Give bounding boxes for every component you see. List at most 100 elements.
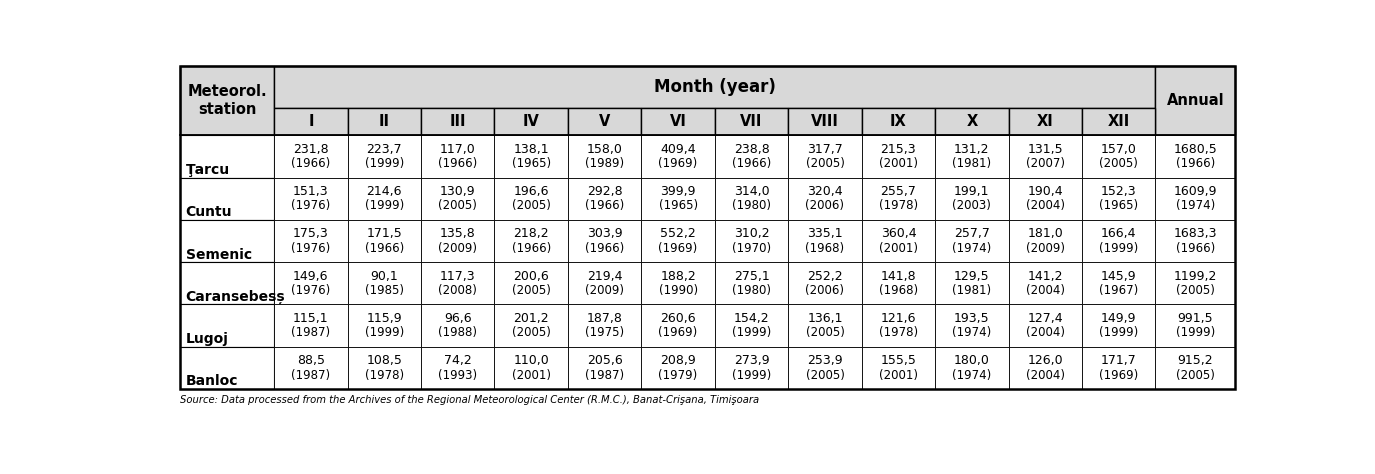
- Text: (1993): (1993): [439, 369, 477, 382]
- Text: 223,7: 223,7: [367, 143, 401, 156]
- Bar: [862, 347, 935, 389]
- Text: 141,8: 141,8: [880, 270, 916, 283]
- Bar: [715, 136, 788, 178]
- Text: 96,6: 96,6: [444, 312, 472, 325]
- Text: (1965): (1965): [1099, 200, 1138, 212]
- Text: I: I: [308, 114, 314, 129]
- Bar: [1082, 304, 1155, 347]
- Text: 127,4: 127,4: [1027, 312, 1063, 325]
- Text: (1969): (1969): [659, 242, 697, 255]
- Text: Meteorol.
station: Meteorol. station: [187, 84, 267, 117]
- Bar: [421, 136, 495, 178]
- Text: 205,6: 205,6: [587, 354, 623, 367]
- Bar: [180, 178, 274, 220]
- Bar: [862, 108, 935, 136]
- Text: (1981): (1981): [953, 284, 991, 297]
- Bar: [715, 108, 788, 136]
- Bar: [568, 220, 641, 262]
- Bar: [348, 136, 421, 178]
- Text: (1968): (1968): [879, 284, 918, 297]
- Bar: [274, 347, 348, 389]
- Text: (1999): (1999): [1176, 326, 1216, 339]
- Text: IX: IX: [890, 114, 906, 129]
- Bar: [715, 347, 788, 389]
- Text: (1980): (1980): [732, 284, 771, 297]
- Text: 208,9: 208,9: [660, 354, 696, 367]
- Text: 131,2: 131,2: [954, 143, 990, 156]
- Bar: [641, 347, 715, 389]
- Text: 149,9: 149,9: [1101, 312, 1137, 325]
- Text: Cuntu: Cuntu: [186, 205, 232, 219]
- Text: 219,4: 219,4: [587, 270, 623, 283]
- Bar: [788, 347, 862, 389]
- Text: (1966): (1966): [584, 200, 624, 212]
- Text: 157,0: 157,0: [1101, 143, 1137, 156]
- Bar: [715, 178, 788, 220]
- Text: (2001): (2001): [879, 157, 918, 170]
- Bar: [715, 262, 788, 304]
- Text: (1966): (1966): [1176, 157, 1216, 170]
- Text: (1999): (1999): [1099, 326, 1138, 339]
- Bar: [1009, 304, 1082, 347]
- Text: 131,5: 131,5: [1027, 143, 1063, 156]
- Text: (1987): (1987): [292, 369, 330, 382]
- Text: (1980): (1980): [732, 200, 771, 212]
- Text: (1969): (1969): [1099, 369, 1138, 382]
- Bar: [935, 136, 1009, 178]
- Text: (2004): (2004): [1026, 369, 1064, 382]
- Bar: [495, 220, 568, 262]
- Text: (1966): (1966): [584, 242, 624, 255]
- Text: (2005): (2005): [512, 284, 550, 297]
- Text: 166,4: 166,4: [1101, 228, 1137, 240]
- Bar: [788, 220, 862, 262]
- Text: (1965): (1965): [659, 200, 697, 212]
- Bar: [862, 262, 935, 304]
- Text: (1979): (1979): [659, 369, 697, 382]
- Text: 317,7: 317,7: [807, 143, 843, 156]
- Bar: [715, 304, 788, 347]
- Text: (2005): (2005): [1099, 157, 1138, 170]
- Text: 175,3: 175,3: [293, 228, 329, 240]
- Text: Semenic: Semenic: [186, 247, 252, 262]
- Text: (2005): (2005): [806, 326, 844, 339]
- Bar: [568, 108, 641, 136]
- Text: Lugoj: Lugoj: [186, 332, 228, 346]
- Text: (2001): (2001): [879, 369, 918, 382]
- Text: 180,0: 180,0: [954, 354, 990, 367]
- Bar: [1082, 108, 1155, 136]
- Text: 275,1: 275,1: [734, 270, 770, 283]
- Text: 1683,3: 1683,3: [1174, 228, 1217, 240]
- Bar: [1155, 304, 1235, 347]
- Bar: [1155, 136, 1235, 178]
- Text: 117,0: 117,0: [440, 143, 476, 156]
- Text: 200,6: 200,6: [513, 270, 549, 283]
- Bar: [348, 108, 421, 136]
- Text: 88,5: 88,5: [297, 354, 324, 367]
- Text: 171,5: 171,5: [367, 228, 403, 240]
- Text: (2005): (2005): [1176, 284, 1216, 297]
- Text: (1974): (1974): [953, 326, 991, 339]
- Bar: [1082, 262, 1155, 304]
- Text: 155,5: 155,5: [880, 354, 916, 367]
- Bar: [495, 347, 568, 389]
- Bar: [1009, 136, 1082, 178]
- Bar: [568, 347, 641, 389]
- Text: (1988): (1988): [439, 326, 477, 339]
- Text: (2004): (2004): [1026, 200, 1064, 212]
- Text: 141,2: 141,2: [1027, 270, 1063, 283]
- Bar: [862, 304, 935, 347]
- Text: 115,9: 115,9: [367, 312, 401, 325]
- Bar: [421, 220, 495, 262]
- Bar: [348, 178, 421, 220]
- Text: (1966): (1966): [512, 242, 551, 255]
- Text: 187,8: 187,8: [587, 312, 623, 325]
- Bar: [1155, 220, 1235, 262]
- Bar: [421, 262, 495, 304]
- Text: (2005): (2005): [806, 157, 844, 170]
- Text: V: V: [600, 114, 610, 129]
- Bar: [568, 262, 641, 304]
- Text: 273,9: 273,9: [734, 354, 770, 367]
- Bar: [421, 304, 495, 347]
- Bar: [274, 136, 348, 178]
- Bar: [274, 304, 348, 347]
